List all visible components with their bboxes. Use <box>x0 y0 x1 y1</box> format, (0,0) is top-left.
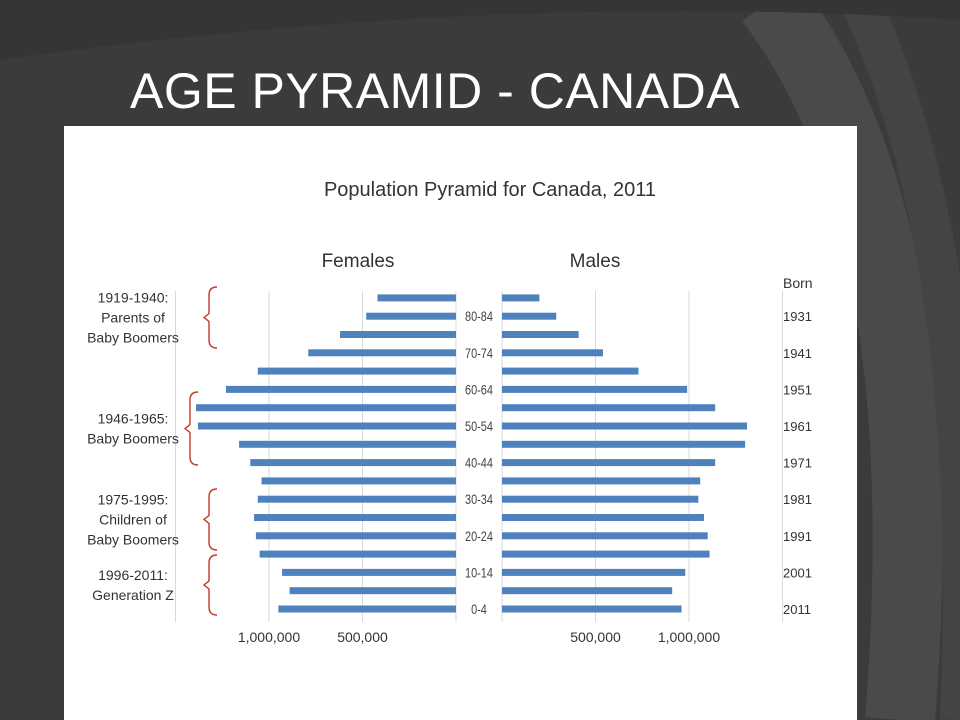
female-bar <box>257 495 456 503</box>
bars <box>196 294 747 613</box>
chart-title: Population Pyramid for Canada, 2011 <box>324 179 656 201</box>
annotation-line: 1919-1940: <box>98 290 169 306</box>
born-years: 1931 1941 1951 1961 1971 1981 1991 2001 2011 <box>783 309 812 617</box>
x-tick-label: 1,000,000 <box>238 629 300 645</box>
male-bar <box>502 495 699 503</box>
slide-title: AGE PYRAMID - CANADA <box>130 63 741 119</box>
born-year-label: 1971 <box>783 456 812 471</box>
male-bar <box>502 294 540 302</box>
female-bar <box>225 385 456 393</box>
male-bar <box>502 605 682 613</box>
female-bar <box>259 550 456 558</box>
male-bar <box>502 550 710 558</box>
male-bar <box>502 532 708 540</box>
male-bar <box>502 477 701 485</box>
male-bar <box>502 404 716 412</box>
annotation-bracket <box>183 391 199 466</box>
population-pyramid-chart: Population Pyramid for Canada, 2011 Fema… <box>87 179 813 645</box>
annotation-line: Baby Boomers <box>87 330 179 346</box>
age-group-label: 80-84 <box>465 309 493 325</box>
female-bar <box>250 459 456 467</box>
females-legend-label: Females <box>322 251 395 272</box>
annotation-line: Parents of <box>101 310 165 326</box>
male-bar <box>502 514 704 521</box>
female-bar <box>197 422 456 430</box>
x-axis-ticks: 1,000,000 500,000 500,000 1,000,000 <box>238 629 720 645</box>
annotation-bracket <box>202 488 218 551</box>
age-group-label: 40-44 <box>465 455 493 471</box>
male-bar <box>502 459 716 467</box>
annotation-line: Children of <box>99 512 167 528</box>
born-year-label: 1931 <box>783 309 812 324</box>
born-year-label: 1981 <box>783 492 812 507</box>
born-year-label: 1991 <box>783 529 812 544</box>
annotation-line: 1975-1995: <box>98 492 169 508</box>
male-bar <box>502 587 673 595</box>
male-bar <box>502 331 579 338</box>
annotation-line: Baby Boomers <box>87 532 179 548</box>
born-year-label: 2011 <box>783 602 811 617</box>
born-header: Born <box>783 275 813 291</box>
female-bar <box>261 477 456 485</box>
male-bar <box>502 312 557 320</box>
annotation-line: 1996-2011: <box>98 567 168 583</box>
female-bar <box>196 404 456 412</box>
male-bar <box>502 367 639 375</box>
age-group-label: 10-14 <box>465 565 493 581</box>
males-legend-label: Males <box>570 251 621 272</box>
x-tick-label: 500,000 <box>570 629 621 645</box>
age-group-label: 70-74 <box>465 346 493 362</box>
female-bar <box>308 349 456 357</box>
female-bar <box>366 312 456 320</box>
female-bar <box>289 587 456 595</box>
born-year-label: 1961 <box>783 419 812 434</box>
age-group-label: 60-64 <box>465 382 493 398</box>
female-bar <box>257 367 456 375</box>
female-bar <box>377 294 456 302</box>
generation-annotations: 1919-1940: Parents of Baby Boomers 1946-196… <box>87 286 218 616</box>
annotation-line: Generation Z <box>92 587 174 603</box>
age-group-label: 20-24 <box>465 529 493 545</box>
born-year-label: 2001 <box>783 565 812 580</box>
female-bar <box>340 331 456 338</box>
annotation-line: Baby Boomers <box>87 431 179 447</box>
age-labels: 0-4 10-14 20-24 30-34 40-44 50-54 60-64 70-74 80… <box>465 309 493 617</box>
male-bar <box>502 440 746 448</box>
male-bar <box>502 385 688 393</box>
age-group-label: 0-4 <box>471 602 487 618</box>
annotation-line: 1946-1965: <box>98 411 169 427</box>
female-bar <box>254 514 456 521</box>
female-bar <box>255 532 456 540</box>
annotation-bracket <box>202 286 218 349</box>
female-bar <box>239 440 456 448</box>
age-group-label: 50-54 <box>465 419 493 435</box>
age-group-label: 30-34 <box>465 492 493 508</box>
male-bar <box>502 422 747 430</box>
grid-lines <box>175 291 783 622</box>
born-year-label: 1951 <box>783 382 812 397</box>
x-tick-label: 500,000 <box>337 629 388 645</box>
male-bar <box>502 568 686 576</box>
male-bar <box>502 349 603 357</box>
chart-panel: Population Pyramid for Canada, 2011 Fema… <box>64 126 857 720</box>
female-bar <box>278 605 456 613</box>
x-tick-label: 1,000,000 <box>658 629 720 645</box>
annotation-bracket <box>202 554 218 616</box>
born-year-label: 1941 <box>783 346 812 361</box>
female-bar <box>282 568 456 576</box>
